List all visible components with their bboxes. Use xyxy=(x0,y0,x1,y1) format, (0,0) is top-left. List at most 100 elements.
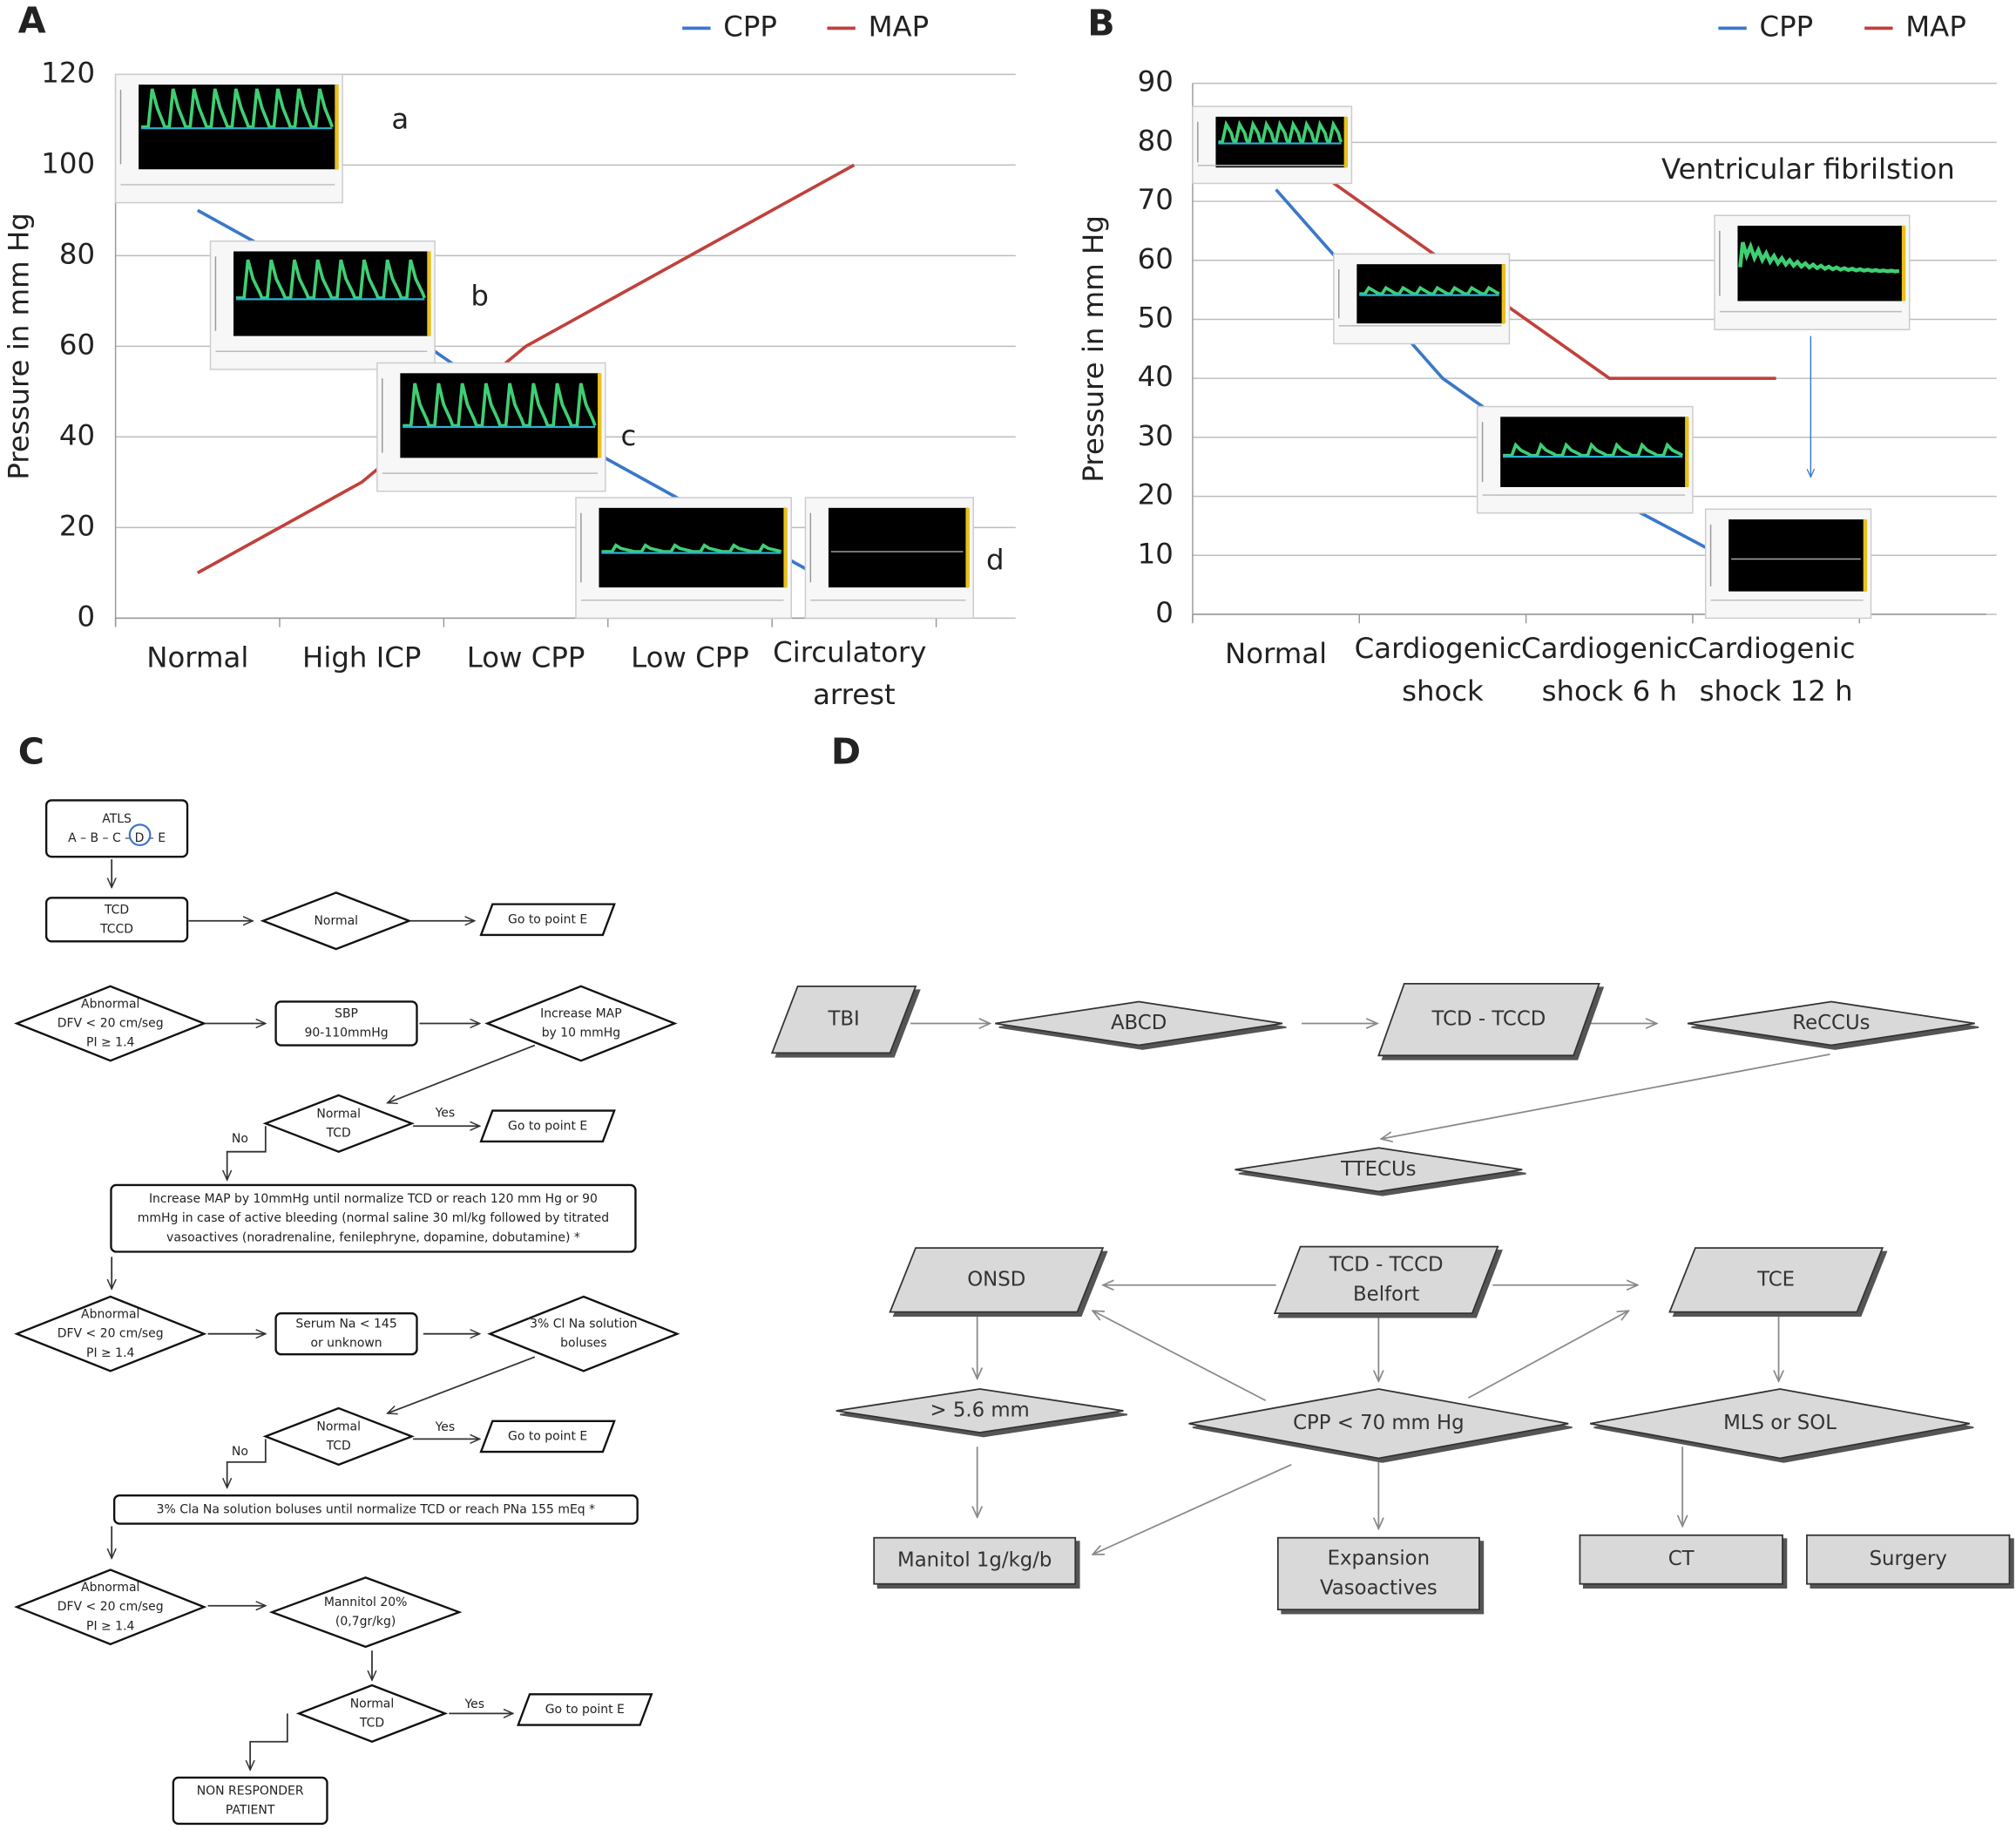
decision-node xyxy=(1235,1147,1523,1193)
x-tick-label: High ICP xyxy=(302,641,421,674)
arrow xyxy=(227,1126,267,1180)
process-node xyxy=(44,799,189,858)
doppler-screen xyxy=(1737,226,1904,302)
x-tick-label: Cardiogenic shock 12 h xyxy=(1688,632,1864,708)
node-label: CPP < 70 mm Hg xyxy=(1293,1412,1465,1434)
node-label: Go to point E xyxy=(508,912,587,926)
node-label: DFV < 20 cm/seg xyxy=(58,1327,164,1341)
io-node xyxy=(479,1109,616,1143)
io-node xyxy=(1668,1247,1884,1313)
doppler-wave xyxy=(1359,285,1500,296)
node-label: TCD xyxy=(104,903,129,917)
doppler-wave xyxy=(141,88,335,129)
io-node xyxy=(517,1693,653,1726)
decision-node xyxy=(14,985,207,1062)
doppler-colorbar xyxy=(335,85,339,170)
node-label: SBP xyxy=(335,1006,358,1020)
arrow xyxy=(388,1356,536,1413)
decision-node xyxy=(1188,1388,1569,1460)
process-node xyxy=(274,1311,418,1356)
node-label: Expansion xyxy=(1328,1547,1430,1569)
node-label: Normal xyxy=(316,1107,361,1121)
decision-node xyxy=(1687,1000,1975,1047)
process-node xyxy=(1806,1534,2011,1585)
node-label: Go to point E xyxy=(508,1119,587,1133)
doppler-wave xyxy=(1738,241,1900,274)
annotation: b xyxy=(470,279,489,312)
legend-label: MAP xyxy=(1905,10,1966,43)
decision-node xyxy=(295,1684,449,1743)
edge-label: Yes xyxy=(435,1107,456,1121)
node-label: DFV < 20 cm/seg xyxy=(58,1017,164,1031)
decision-node xyxy=(14,1295,207,1372)
doppler-wave xyxy=(601,543,782,553)
process-node xyxy=(873,1536,1077,1585)
x-tick-label: Low CPP xyxy=(631,641,749,674)
process-node xyxy=(112,1494,639,1525)
io-node xyxy=(479,1420,616,1453)
arrow xyxy=(1093,1464,1292,1555)
node-label: TCD - TCCD xyxy=(1329,1253,1444,1276)
decision-node xyxy=(262,1406,415,1467)
node-label: Normal xyxy=(350,1697,395,1711)
node-label: DFV < 20 cm/seg xyxy=(58,1600,164,1614)
node-label: ATLS xyxy=(102,812,132,826)
panel-label: B xyxy=(1087,2,1114,44)
doppler-screen xyxy=(1500,417,1688,487)
doppler-colorbar xyxy=(427,251,431,336)
decision-node xyxy=(995,1000,1283,1047)
annotation: a xyxy=(391,102,409,135)
decision-node xyxy=(14,1569,207,1646)
node-label: Serum Na < 145 xyxy=(295,1318,396,1331)
node-label: ONSD xyxy=(967,1268,1025,1291)
y-axis-label: Pressure in mm Hg xyxy=(3,213,36,479)
y-tick-label: 80 xyxy=(59,237,95,270)
node-label: by 10 mmHg xyxy=(542,1027,620,1040)
annotation: d xyxy=(986,544,1005,577)
y-tick-label: 0 xyxy=(77,600,95,633)
node-label: TCD xyxy=(359,1716,384,1730)
doppler-wave xyxy=(1503,442,1684,457)
node-label: ABCD xyxy=(1111,1012,1167,1034)
node-label: TCD xyxy=(326,1126,351,1140)
node-label: PI ≥ 1.4 xyxy=(86,1619,134,1633)
legend-label: CPP xyxy=(1759,10,1813,43)
node-label: 3% Cl Na solution xyxy=(530,1318,637,1331)
doppler-colorbar xyxy=(1863,519,1868,592)
node-label: Go to point E xyxy=(545,1703,625,1717)
y-tick-label: 20 xyxy=(59,509,95,542)
node-label: Increase MAP xyxy=(540,1006,622,1020)
doppler-screen xyxy=(400,373,600,458)
node-label: TCD xyxy=(326,1439,351,1453)
doppler-colorbar xyxy=(1501,264,1506,324)
y-tick-label: 30 xyxy=(1138,419,1174,452)
node-label: > 5.6 mm xyxy=(930,1399,1029,1421)
x-tick-label: Circulatory arrest xyxy=(773,636,936,712)
node-label: Abnormal xyxy=(81,1308,139,1322)
node-label: MLS or SOL xyxy=(1723,1412,1837,1434)
node-label: Mannitol 20% xyxy=(324,1596,408,1609)
node-label: Abnormal xyxy=(81,997,139,1011)
edge-label: No xyxy=(232,1132,248,1146)
node-label: vasoactives (noradrenaline, fenilephryne… xyxy=(166,1230,580,1244)
x-tick-label: Low CPP xyxy=(467,641,585,674)
x-tick-label: Cardiogenic shock 6 h xyxy=(1521,632,1698,708)
doppler-colorbar xyxy=(1901,226,1906,302)
node-label: A – B – C – D – E xyxy=(68,831,166,845)
node-label: Normal xyxy=(314,914,358,928)
process-node xyxy=(274,1000,418,1047)
y-tick-label: 100 xyxy=(41,146,95,180)
node-label: TCD - TCCD xyxy=(1431,1008,1546,1031)
node-label: TBI xyxy=(827,1008,859,1031)
node-label: TTECUs xyxy=(1340,1158,1416,1181)
doppler-screen xyxy=(828,507,969,588)
decision-node xyxy=(484,985,678,1062)
edge-label: Yes xyxy=(463,1697,484,1711)
y-tick-label: 70 xyxy=(1138,183,1174,216)
doppler-screen xyxy=(599,507,787,588)
y-tick-label: 60 xyxy=(59,328,95,361)
doppler-colorbar xyxy=(598,373,602,458)
doppler-colorbar xyxy=(1685,417,1689,487)
x-tick-label: Normal xyxy=(146,641,248,674)
